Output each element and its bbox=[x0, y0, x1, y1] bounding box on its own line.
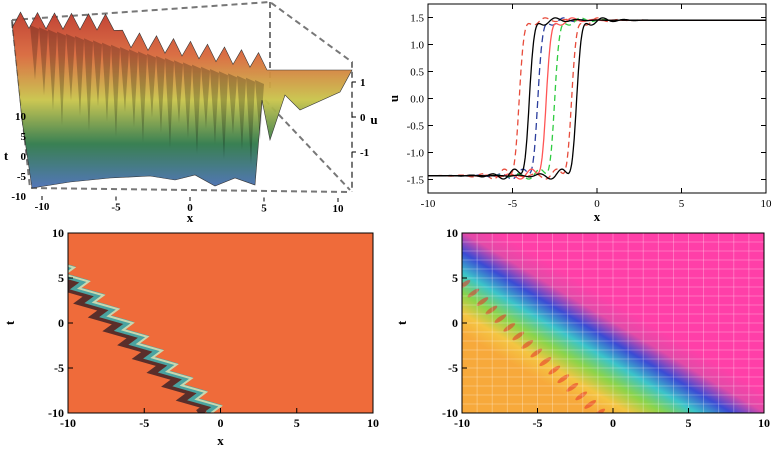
y-tick-label: 0 bbox=[452, 316, 458, 330]
x-tick-label: -5 bbox=[139, 416, 149, 430]
wave-streak bbox=[430, 253, 444, 265]
x-tick-label: -10 bbox=[35, 201, 50, 213]
y-tick-label: 5 bbox=[452, 271, 458, 285]
t-tick-label: -5 bbox=[17, 171, 27, 183]
y-tick-label: -5 bbox=[54, 361, 64, 375]
y-axis-label: t bbox=[2, 320, 17, 325]
t-tick-label: 0 bbox=[21, 151, 27, 163]
y-tick-label: 5 bbox=[58, 271, 64, 285]
x-tick-label: -10 bbox=[421, 198, 436, 210]
x-tick-label: 5 bbox=[686, 416, 692, 430]
x-tick-label: 5 bbox=[294, 416, 300, 430]
y-tick-label: 10 bbox=[52, 226, 64, 240]
u-tick-label: 1 bbox=[360, 77, 366, 89]
y-tick-label: 1.0 bbox=[410, 40, 424, 52]
x-axis-label: x bbox=[594, 209, 601, 224]
wave-streak bbox=[413, 236, 427, 248]
u-tick-label: 0 bbox=[360, 112, 366, 124]
x-tick-label: 10 bbox=[761, 198, 772, 210]
t-tick-label: -10 bbox=[11, 191, 26, 203]
y-axis-label: u bbox=[386, 95, 401, 102]
x-tick-label: 10 bbox=[367, 416, 379, 430]
y-axis-label: t bbox=[394, 320, 409, 325]
t-axis-label: t bbox=[4, 148, 9, 163]
wave-streak bbox=[421, 244, 435, 256]
x-tick-label: -5 bbox=[533, 416, 543, 430]
x-tick-label: 0 bbox=[610, 416, 616, 430]
y-tick-label: 0.0 bbox=[410, 94, 424, 106]
y-tick-label: -1.5 bbox=[407, 175, 425, 187]
y-tick-label: 10 bbox=[446, 226, 458, 240]
y-tick-label: -5 bbox=[448, 361, 458, 375]
y-tick-label: -10 bbox=[442, 406, 458, 420]
x-tick-label: 5 bbox=[679, 198, 685, 210]
t-tick-label: 5 bbox=[21, 131, 27, 143]
x-tick-label: -5 bbox=[111, 202, 121, 214]
plot-frame bbox=[428, 4, 766, 193]
x-tick-label: 0 bbox=[218, 416, 224, 430]
x-tick-label: -5 bbox=[508, 198, 518, 210]
wave-streak bbox=[404, 227, 418, 239]
x-tick-label: 10 bbox=[333, 203, 345, 215]
y-tick-label: -0.5 bbox=[407, 121, 425, 133]
u-tick-label: -1 bbox=[360, 147, 369, 159]
x-axis-label: x bbox=[217, 433, 224, 448]
y-tick-label: 0 bbox=[58, 316, 64, 330]
u-axis-label: u bbox=[370, 112, 377, 127]
y-tick-label: -1.0 bbox=[407, 148, 425, 160]
t-tick-label: 10 bbox=[15, 111, 27, 123]
x-axis-label: x bbox=[187, 210, 194, 225]
y-tick-label: -10 bbox=[48, 406, 64, 420]
x-tick-label: 5 bbox=[261, 203, 267, 215]
x-tick-label: 10 bbox=[758, 416, 770, 430]
y-tick-label: 1.5 bbox=[410, 13, 424, 25]
y-tick-label: 0.5 bbox=[410, 67, 424, 79]
